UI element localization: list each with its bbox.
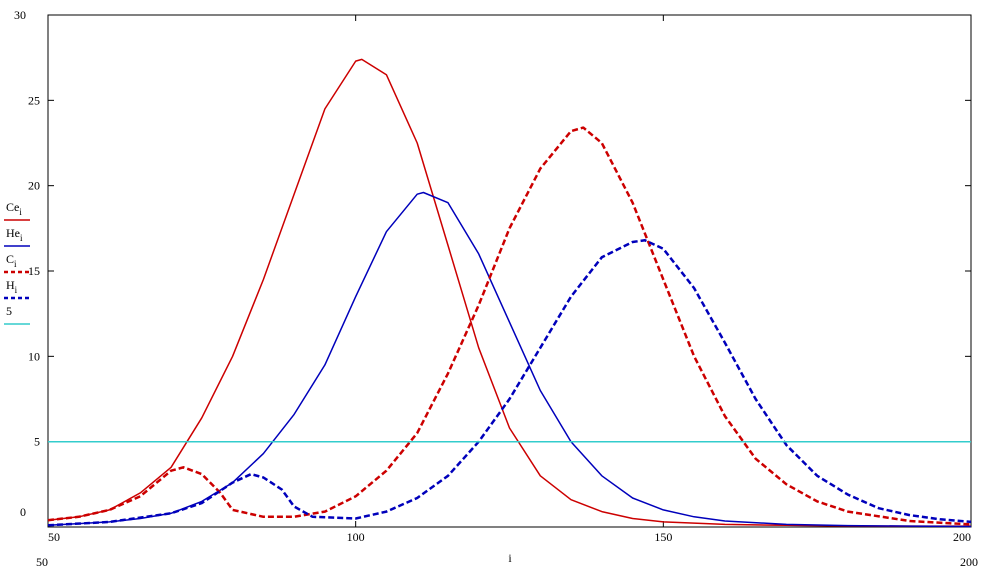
y-tick-label: 10	[28, 349, 40, 363]
legend-subscript: i	[15, 285, 18, 295]
x-limit-label: 50	[36, 555, 48, 569]
legend-subscript: i	[20, 233, 23, 243]
y-tick-label: 15	[28, 264, 40, 278]
plot-frame	[47, 14, 972, 528]
x-tick-label: 200	[953, 530, 971, 544]
x-tick-label: 150	[654, 530, 672, 544]
series-line	[47, 58, 971, 527]
legend-label: Hi	[6, 278, 18, 295]
legend-label: 5	[6, 304, 12, 318]
legend-label: Ci	[6, 252, 17, 269]
y-tick-label: 25	[28, 93, 40, 107]
y-limit-label: 30	[14, 8, 26, 22]
legend-subscript: i	[19, 207, 22, 217]
legend-name: He	[6, 226, 20, 240]
series-line	[47, 126, 972, 526]
y-tick-label: 20	[28, 179, 40, 193]
legend-name: 5	[6, 304, 12, 318]
x-axis-label: i	[508, 551, 512, 565]
x-tick-label: 100	[347, 530, 365, 544]
x-tick-label: 50	[48, 530, 60, 544]
legend-label: Cei	[6, 200, 22, 217]
series-line	[47, 191, 972, 528]
legend-name: Ce	[6, 200, 19, 214]
legend-subscript: i	[14, 259, 17, 269]
y-tick-label: 5	[34, 435, 40, 449]
legend-label: Hei	[6, 226, 23, 243]
legend-name: H	[6, 278, 15, 292]
series-line	[47, 239, 972, 527]
legend-name: C	[6, 252, 14, 266]
y-limit-label: 0	[20, 505, 26, 519]
x-limit-label: 200	[960, 555, 978, 569]
